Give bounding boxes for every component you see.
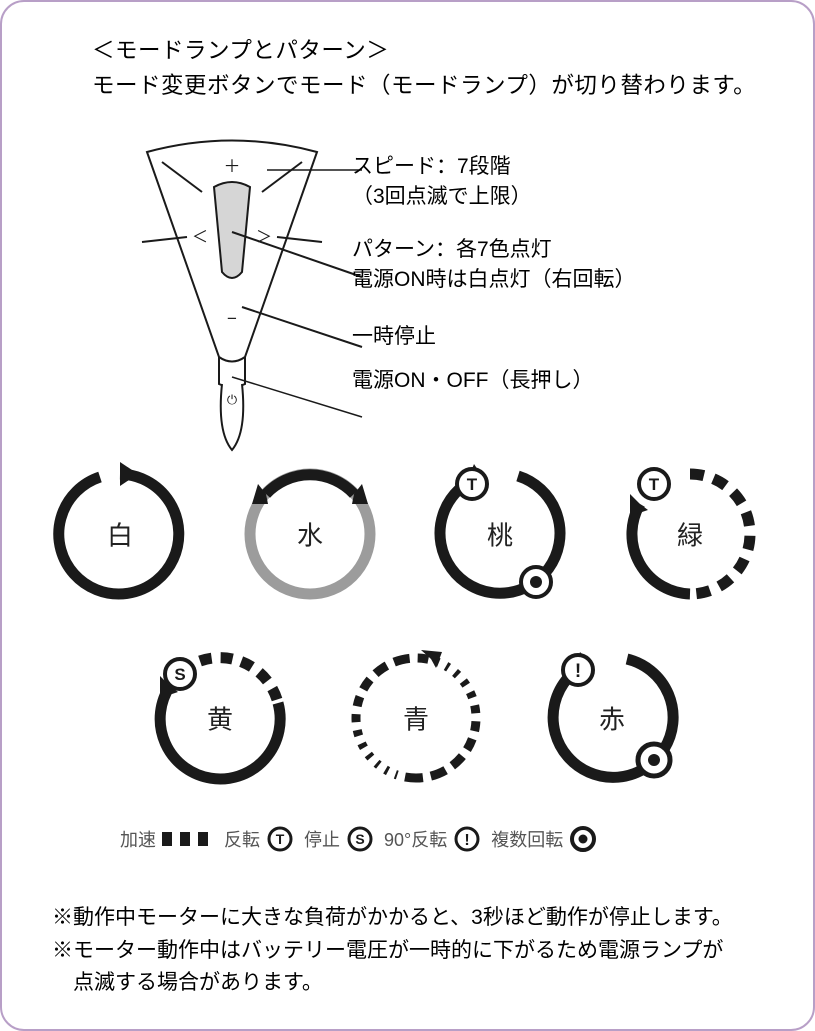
patterns-area: 白 水 T bbox=[40, 454, 780, 798]
pattern-row-2: S 黄 青 ! bbox=[140, 638, 780, 798]
header-block: ＜モードランプとパターン＞ モード変更ボタンでモード（モードランプ）が切り替わり… bbox=[92, 34, 756, 104]
pattern-l2: 電源ON時は白点灯（右回転） bbox=[352, 268, 636, 291]
right-label: ＞ bbox=[256, 229, 272, 246]
pattern-label: 水 bbox=[297, 516, 323, 553]
legend-ninety: 90°反転 ! bbox=[384, 825, 481, 853]
note-2: ※モーター動作中はバッテリー電圧が一時的に下がるため電源ランプが bbox=[52, 935, 772, 968]
legend-stop-text: 停止 bbox=[304, 826, 340, 852]
svg-text:T: T bbox=[276, 831, 285, 847]
exclaim-badge-icon: ! bbox=[453, 825, 481, 853]
svg-text:!: ! bbox=[465, 832, 470, 849]
note-1: ※動作中モーターに大きな負荷がかかると、3秒ほど動作が停止します。 bbox=[52, 902, 772, 935]
minus-label: − bbox=[227, 309, 237, 328]
pattern-red: ! 赤 bbox=[532, 638, 692, 798]
svg-text:S: S bbox=[355, 831, 364, 847]
power-icon: ⏻ bbox=[227, 392, 237, 407]
legend-stop: 停止 S bbox=[304, 825, 374, 853]
pattern-blue: 青 bbox=[336, 638, 496, 798]
legend-reverse: 反転 T bbox=[224, 825, 294, 853]
bullseye-icon bbox=[569, 825, 597, 853]
svg-text:!: ! bbox=[575, 661, 581, 682]
callouts: スピード：7段階 （3回点滅で上限） パターン：各7色点灯 電源ON時は白点灯（… bbox=[352, 152, 636, 411]
pattern-l1: パターン：各7色点灯 bbox=[352, 238, 552, 261]
pattern-label: 赤 bbox=[599, 700, 625, 737]
accel-dash-icon bbox=[162, 832, 214, 846]
legend-accel-text: 加速 bbox=[120, 826, 156, 852]
legend-row: 加速 反転 T 停止 S 90°反転 ! 複数回転 bbox=[120, 825, 597, 853]
notes: ※動作中モーターに大きな負荷がかかると、3秒ほど動作が停止します。 ※モーター動… bbox=[52, 902, 772, 1000]
pattern-green: T 緑 bbox=[610, 454, 770, 614]
s-badge-icon: S bbox=[346, 825, 374, 853]
left-label: ＜ bbox=[192, 229, 208, 246]
callout-power: 電源ON・OFF（長押し） bbox=[352, 366, 636, 396]
pattern-label: 黄 bbox=[207, 700, 233, 737]
pattern-label: 青 bbox=[403, 700, 429, 737]
pause-text: 一時停止 bbox=[352, 325, 436, 348]
legend-multi-text: 複数回転 bbox=[491, 826, 563, 852]
pattern-yellow: S 黄 bbox=[140, 638, 300, 798]
subtitle: モード変更ボタンでモード（モードランプ）が切り替わります。 bbox=[92, 69, 756, 104]
speed-l1: スピード：7段階 bbox=[352, 155, 511, 178]
pattern-label: 桃 bbox=[487, 516, 513, 553]
plus-label: ＋ bbox=[224, 157, 241, 176]
legend-ninety-text: 90°反転 bbox=[384, 826, 447, 852]
t-badge-icon: T bbox=[266, 825, 294, 853]
pattern-row-1: 白 水 T bbox=[40, 454, 780, 614]
pattern-white: 白 bbox=[40, 454, 200, 614]
legend-multi: 複数回転 bbox=[491, 825, 597, 853]
title: ＜モードランプとパターン＞ bbox=[92, 34, 756, 69]
legend-reverse-text: 反転 bbox=[224, 826, 260, 852]
frame: ＜モードランプとパターン＞ モード変更ボタンでモード（モードランプ）が切り替わり… bbox=[0, 0, 815, 1031]
callout-pause: 一時停止 bbox=[352, 322, 636, 352]
pattern-cyan: 水 bbox=[230, 454, 390, 614]
legend-accel: 加速 bbox=[120, 826, 214, 852]
power-text: 電源ON・OFF（長押し） bbox=[352, 369, 594, 392]
pattern-label: 白 bbox=[107, 516, 133, 553]
pattern-label: 緑 bbox=[677, 516, 703, 553]
callout-pattern: パターン：各7色点灯 電源ON時は白点灯（右回転） bbox=[352, 235, 636, 296]
device-diagram: ＋ − ＜ ＞ ⏻ bbox=[102, 132, 372, 462]
callout-speed: スピード：7段階 （3回点滅で上限） bbox=[352, 152, 636, 213]
svg-text:T: T bbox=[649, 475, 660, 494]
svg-text:S: S bbox=[174, 665, 185, 684]
speed-l2: （3回点滅で上限） bbox=[352, 185, 532, 208]
note-3: 点滅する場合があります。 bbox=[52, 967, 772, 1000]
svg-text:T: T bbox=[467, 475, 478, 494]
pattern-pink: T 桃 bbox=[420, 454, 580, 614]
